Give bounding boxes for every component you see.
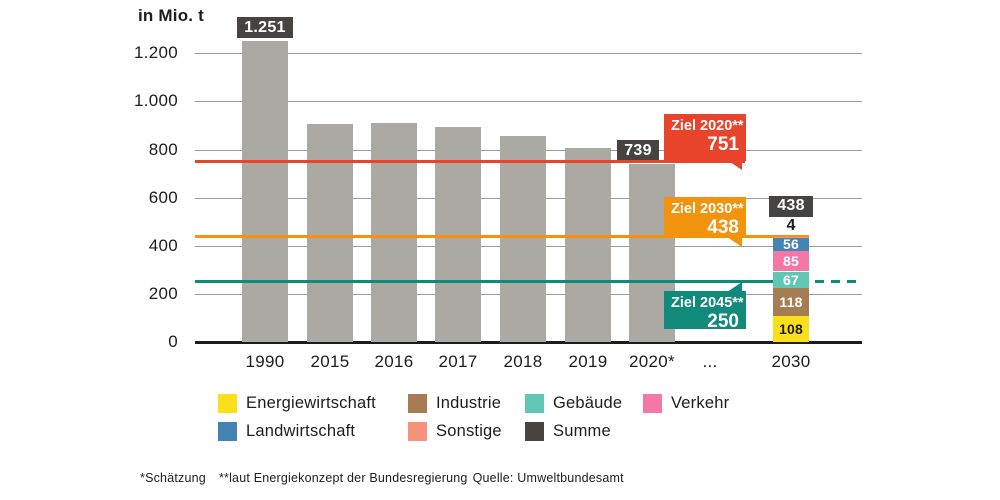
- x-tick-label-2017: 2017: [438, 352, 478, 371]
- y-tick-label: 1.000: [93, 91, 178, 112]
- legend-swatch-Verkehr: [643, 394, 662, 413]
- x-tick-label-2015: 2015: [310, 352, 350, 371]
- stack-segment-label-Sonstige: 4: [786, 216, 796, 234]
- legend-label: Summe: [553, 422, 611, 440]
- x-axis-line: [195, 340, 862, 344]
- legend-item-Landwirtschaft: Landwirtschaft: [218, 422, 355, 441]
- y-tick-label: 1.200: [93, 43, 178, 64]
- target-line-ziel2030: [195, 235, 809, 239]
- legend-swatch-Industrie: [408, 394, 427, 413]
- bar-1990: [242, 41, 288, 342]
- stack-segment-Energiewirtschaft: 108: [773, 316, 809, 342]
- footnote-source: Quelle: Umweltbundesamt: [472, 471, 624, 485]
- stack-total-badge: 438: [769, 195, 813, 217]
- target-callout-value: 751: [707, 134, 739, 155]
- target-callout-label: Ziel 2020**: [671, 118, 744, 134]
- target-callout-value: 438: [707, 217, 739, 238]
- target-line-ziel2045: [195, 280, 773, 284]
- y-axis-unit-label: in Mio. t: [138, 6, 205, 25]
- legend-item-Industrie: Industrie: [408, 394, 501, 413]
- legend-item-Verkehr: Verkehr: [643, 394, 729, 413]
- target-callout-ziel2020: Ziel 2020** 751: [664, 114, 746, 170]
- target-callout-value: 250: [707, 311, 739, 332]
- legend-label: Sonstige: [436, 422, 502, 440]
- x-tick-label-2030: 2030: [771, 352, 811, 371]
- legend-swatch-Summe: [525, 422, 544, 441]
- stack-segment-Gebäude: 67: [773, 271, 809, 288]
- legend-item-Summe: Summe: [525, 422, 611, 441]
- legend-item-Gebäude: Gebäude: [525, 394, 622, 413]
- y-tick-label: 0: [93, 332, 178, 352]
- x-tick-label-...: ...: [702, 352, 718, 371]
- callout-pointer: [727, 282, 742, 292]
- bar-2017: [435, 127, 481, 342]
- target-callout-ziel2045: Ziel 2045** 250: [664, 282, 746, 332]
- target-callout-ziel2030: Ziel 2030** 438: [664, 197, 746, 247]
- x-tick-label-2020*: 2020*: [629, 352, 675, 371]
- x-tick-label-1990: 1990: [245, 352, 285, 371]
- bar-2015: [307, 124, 353, 342]
- y-tick-label: 200: [93, 283, 178, 304]
- legend-label: Verkehr: [671, 394, 730, 412]
- callout-pointer: [727, 237, 742, 247]
- legend-swatch-Landwirtschaft: [218, 422, 237, 441]
- target-callout-label: Ziel 2045**: [671, 295, 744, 311]
- bar-2016: [371, 123, 417, 342]
- legend-label: Landwirtschaft: [246, 422, 356, 440]
- legend-swatch-Gebäude: [525, 394, 544, 413]
- legend-label: Industrie: [436, 394, 502, 412]
- legend-swatch-Energiewirtschaft: [218, 394, 237, 413]
- footnote-estimate: *Schätzung: [140, 471, 206, 485]
- stack-segment-Landwirtschaft: 56: [773, 236, 809, 252]
- y-tick-label: 600: [93, 187, 178, 208]
- target-line-dashed-ziel2045: [815, 280, 862, 284]
- target-line-ziel2020: [195, 159, 745, 163]
- y-tick-label: 800: [93, 139, 178, 160]
- x-tick-label-2019: 2019: [568, 352, 608, 371]
- x-tick-label-2016: 2016: [374, 352, 414, 371]
- bar-value-badge-1990: 1.251: [237, 17, 293, 39]
- bar-value-badge-2020*: 739: [617, 140, 659, 162]
- legend-item-Energiewirtschaft: Energiewirtschaft: [218, 394, 376, 413]
- stack-segment-Sonstige: [773, 236, 809, 239]
- gridline-1.200: [195, 53, 862, 55]
- target-callout-label: Ziel 2030**: [671, 201, 744, 217]
- callout-pointer: [727, 160, 742, 170]
- stack-segment-Verkehr: 85: [773, 251, 809, 272]
- y-tick-label: 400: [93, 235, 178, 256]
- legend-swatch-Sonstige: [408, 422, 427, 441]
- footnote-concept: **laut Energiekonzept der Bundesregierun…: [218, 471, 468, 485]
- legend-label: Gebäude: [553, 394, 623, 412]
- legend-label: Energiewirtschaft: [246, 394, 376, 412]
- x-tick-label-2018: 2018: [503, 352, 543, 371]
- bar-2018: [500, 135, 546, 342]
- legend-item-Sonstige: Sonstige: [408, 422, 502, 441]
- stack-segment-Industrie: 118: [773, 287, 809, 316]
- gridline-1.000: [195, 101, 862, 103]
- footnote: *Schätzung **laut Energiekonzept der Bund…: [140, 471, 624, 485]
- bar-2019: [565, 148, 611, 342]
